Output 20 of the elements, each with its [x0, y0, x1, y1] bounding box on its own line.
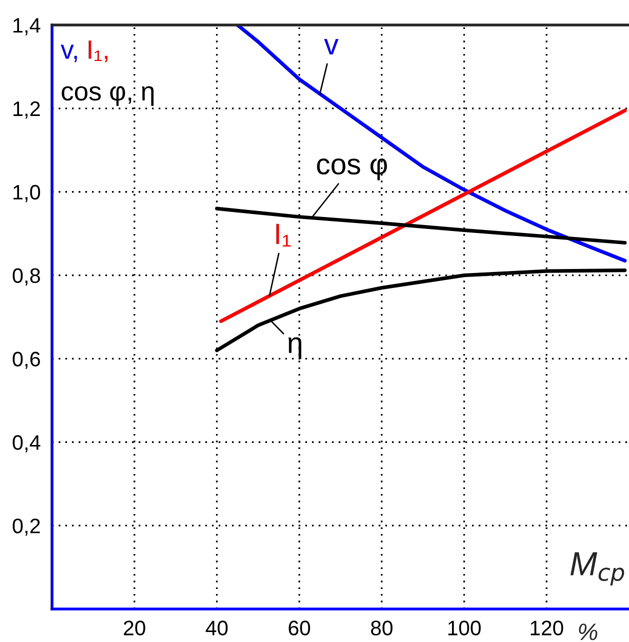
- y-tick-label: 1,2: [14, 101, 40, 119]
- y-tick-label: 0,6: [12, 352, 40, 369]
- y-tick-label: 1,4: [14, 18, 40, 36]
- line-series: [236, 25, 627, 262]
- x-tick-label: 120: [530, 620, 564, 636]
- series-label: cos φ: [317, 158, 387, 180]
- x-tick-label: 40: [206, 620, 228, 636]
- y-axis-title: v, I₁, cos φ, η: [60, 40, 154, 106]
- text: %: [578, 624, 598, 640]
- y-tick-label: 1,0: [14, 184, 40, 202]
- series-label: v: [324, 38, 338, 54]
- y-tick-label: 0,4: [12, 435, 40, 452]
- series-label: I₁: [276, 224, 291, 246]
- y-tick-label: 0,8: [12, 268, 40, 286]
- x-tick-label: 80: [371, 620, 392, 636]
- y-tick-label: 0,2: [12, 518, 40, 536]
- x-tick-label: 100: [448, 620, 481, 636]
- x-axis-title: M$_{cp}$: [570, 552, 624, 586]
- x-tick-label: 60: [288, 620, 310, 636]
- x-tick-label: 20: [124, 620, 146, 636]
